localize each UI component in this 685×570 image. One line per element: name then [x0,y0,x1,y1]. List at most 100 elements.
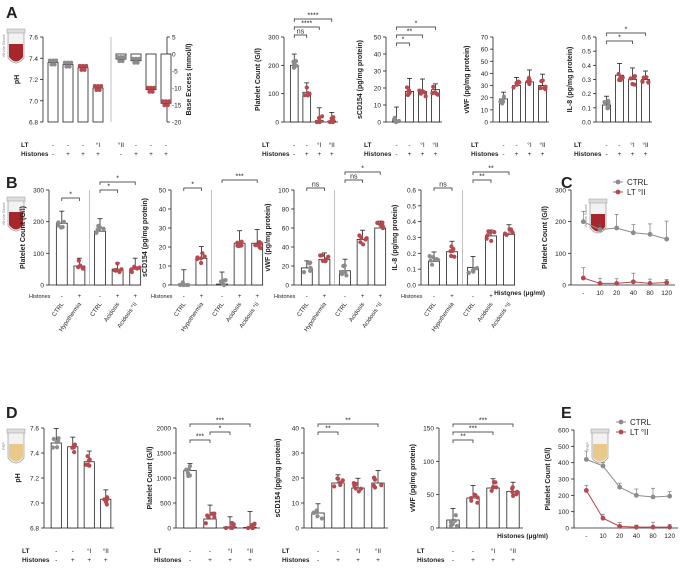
category-label: Acidosis [349,302,367,324]
lt-value: - [515,142,517,149]
y-tick-label: 40 [159,207,167,214]
data-point [364,236,369,241]
significance-bracket [99,181,136,185]
data-point [359,235,364,240]
histone-value: + [489,294,493,300]
data-point [229,525,235,531]
bar [94,230,106,286]
lt-value: - [135,142,137,149]
data-point [338,482,343,488]
lt-row-label: LT [471,142,478,149]
data-point [137,56,142,61]
data-point [202,254,207,259]
series-line [583,221,667,240]
data-point [489,238,494,244]
category-label: CTRL [335,301,349,318]
y-tick-label: 0.2 [582,91,591,98]
tube-label: PRP [585,442,590,451]
data-point [67,64,72,69]
lt-value: - [189,548,191,555]
data-point [206,514,211,519]
y-tick-label: 40 [481,71,489,78]
x-tick-label: 120 [664,533,675,540]
significance-bracket [99,189,118,193]
lt-value: - [408,142,410,149]
data-point [70,445,75,450]
lt-value: °II [118,141,124,149]
histone-value: + [104,557,108,564]
lt-value: °II [642,141,648,149]
data-point [119,55,123,60]
data-point [431,84,436,89]
y-axis-title: Platelet Count (G/l) [147,447,154,510]
y-tick-label: 0.0 [582,120,591,127]
significance-bracket [189,439,211,443]
data-point [307,91,312,96]
y-tick-label: 10 [292,501,300,508]
data-point [122,55,127,60]
y-axis-title: vWF (pg/mg protein) [265,203,272,271]
y-tick-label: 100 [278,188,289,195]
data-point [235,243,240,248]
histone-value: + [408,151,412,158]
significance-label: * [107,184,110,191]
significance-bracket [472,171,510,175]
data-point [543,87,548,92]
data-point [436,257,441,263]
data-point [52,62,57,67]
histone-value: + [71,557,75,564]
y-tick-label: 40 [282,245,290,252]
data-point [96,223,101,229]
data-point [115,261,120,266]
legend-label: LT °II [627,188,645,197]
y-tick-label: -15 [172,103,182,110]
y-tick-label: 7.2 [29,77,38,84]
legend-marker [618,419,624,425]
y-tick-label: 40 [374,52,382,59]
data-point [167,99,172,104]
significance-label: ** [325,426,331,433]
histone-value: + [78,294,82,300]
y-tick-label: 5 [172,35,176,42]
data-point [54,440,59,445]
histone-value: + [81,151,85,158]
histone-value: + [618,151,622,158]
y-tick-label: 0 [484,120,488,127]
data-point [430,262,435,267]
histones-row-label: Histones [21,151,49,158]
category-label: Acidosis [477,302,495,324]
y-tick-label: 0.3 [407,235,416,242]
bar [351,487,365,529]
data-point [302,93,307,98]
data-point [380,225,386,231]
data-point [308,268,313,273]
significance-bracket [472,179,492,183]
legend-marker [618,429,624,435]
data-point [82,67,87,72]
significance-bracket [306,187,325,191]
data-point [375,220,380,226]
significance-bracket [396,42,410,46]
y-tick-label: 300 [555,188,566,195]
data-point [54,445,60,450]
data-point [449,244,454,249]
data-point [221,282,227,288]
data-point [633,492,639,498]
data-point [471,267,476,272]
data-point [453,518,458,523]
data-point [315,514,320,519]
legend-marker [615,179,621,185]
data-point [54,58,59,63]
y-tick-label: 60 [282,226,290,233]
data-point [647,231,653,237]
data-point [404,85,410,90]
y-axis-title: IL-8 (pg/mg protein) [567,47,574,113]
y-axis-title: Platelet Count (G/l) [545,448,552,511]
data-point [452,254,457,259]
category-label: Acidosis [104,302,122,324]
lt-value: - [317,548,319,555]
y-tick-label: 0 [162,283,166,290]
data-point [330,119,336,125]
data-point [79,67,84,72]
histone-value: + [66,151,70,158]
